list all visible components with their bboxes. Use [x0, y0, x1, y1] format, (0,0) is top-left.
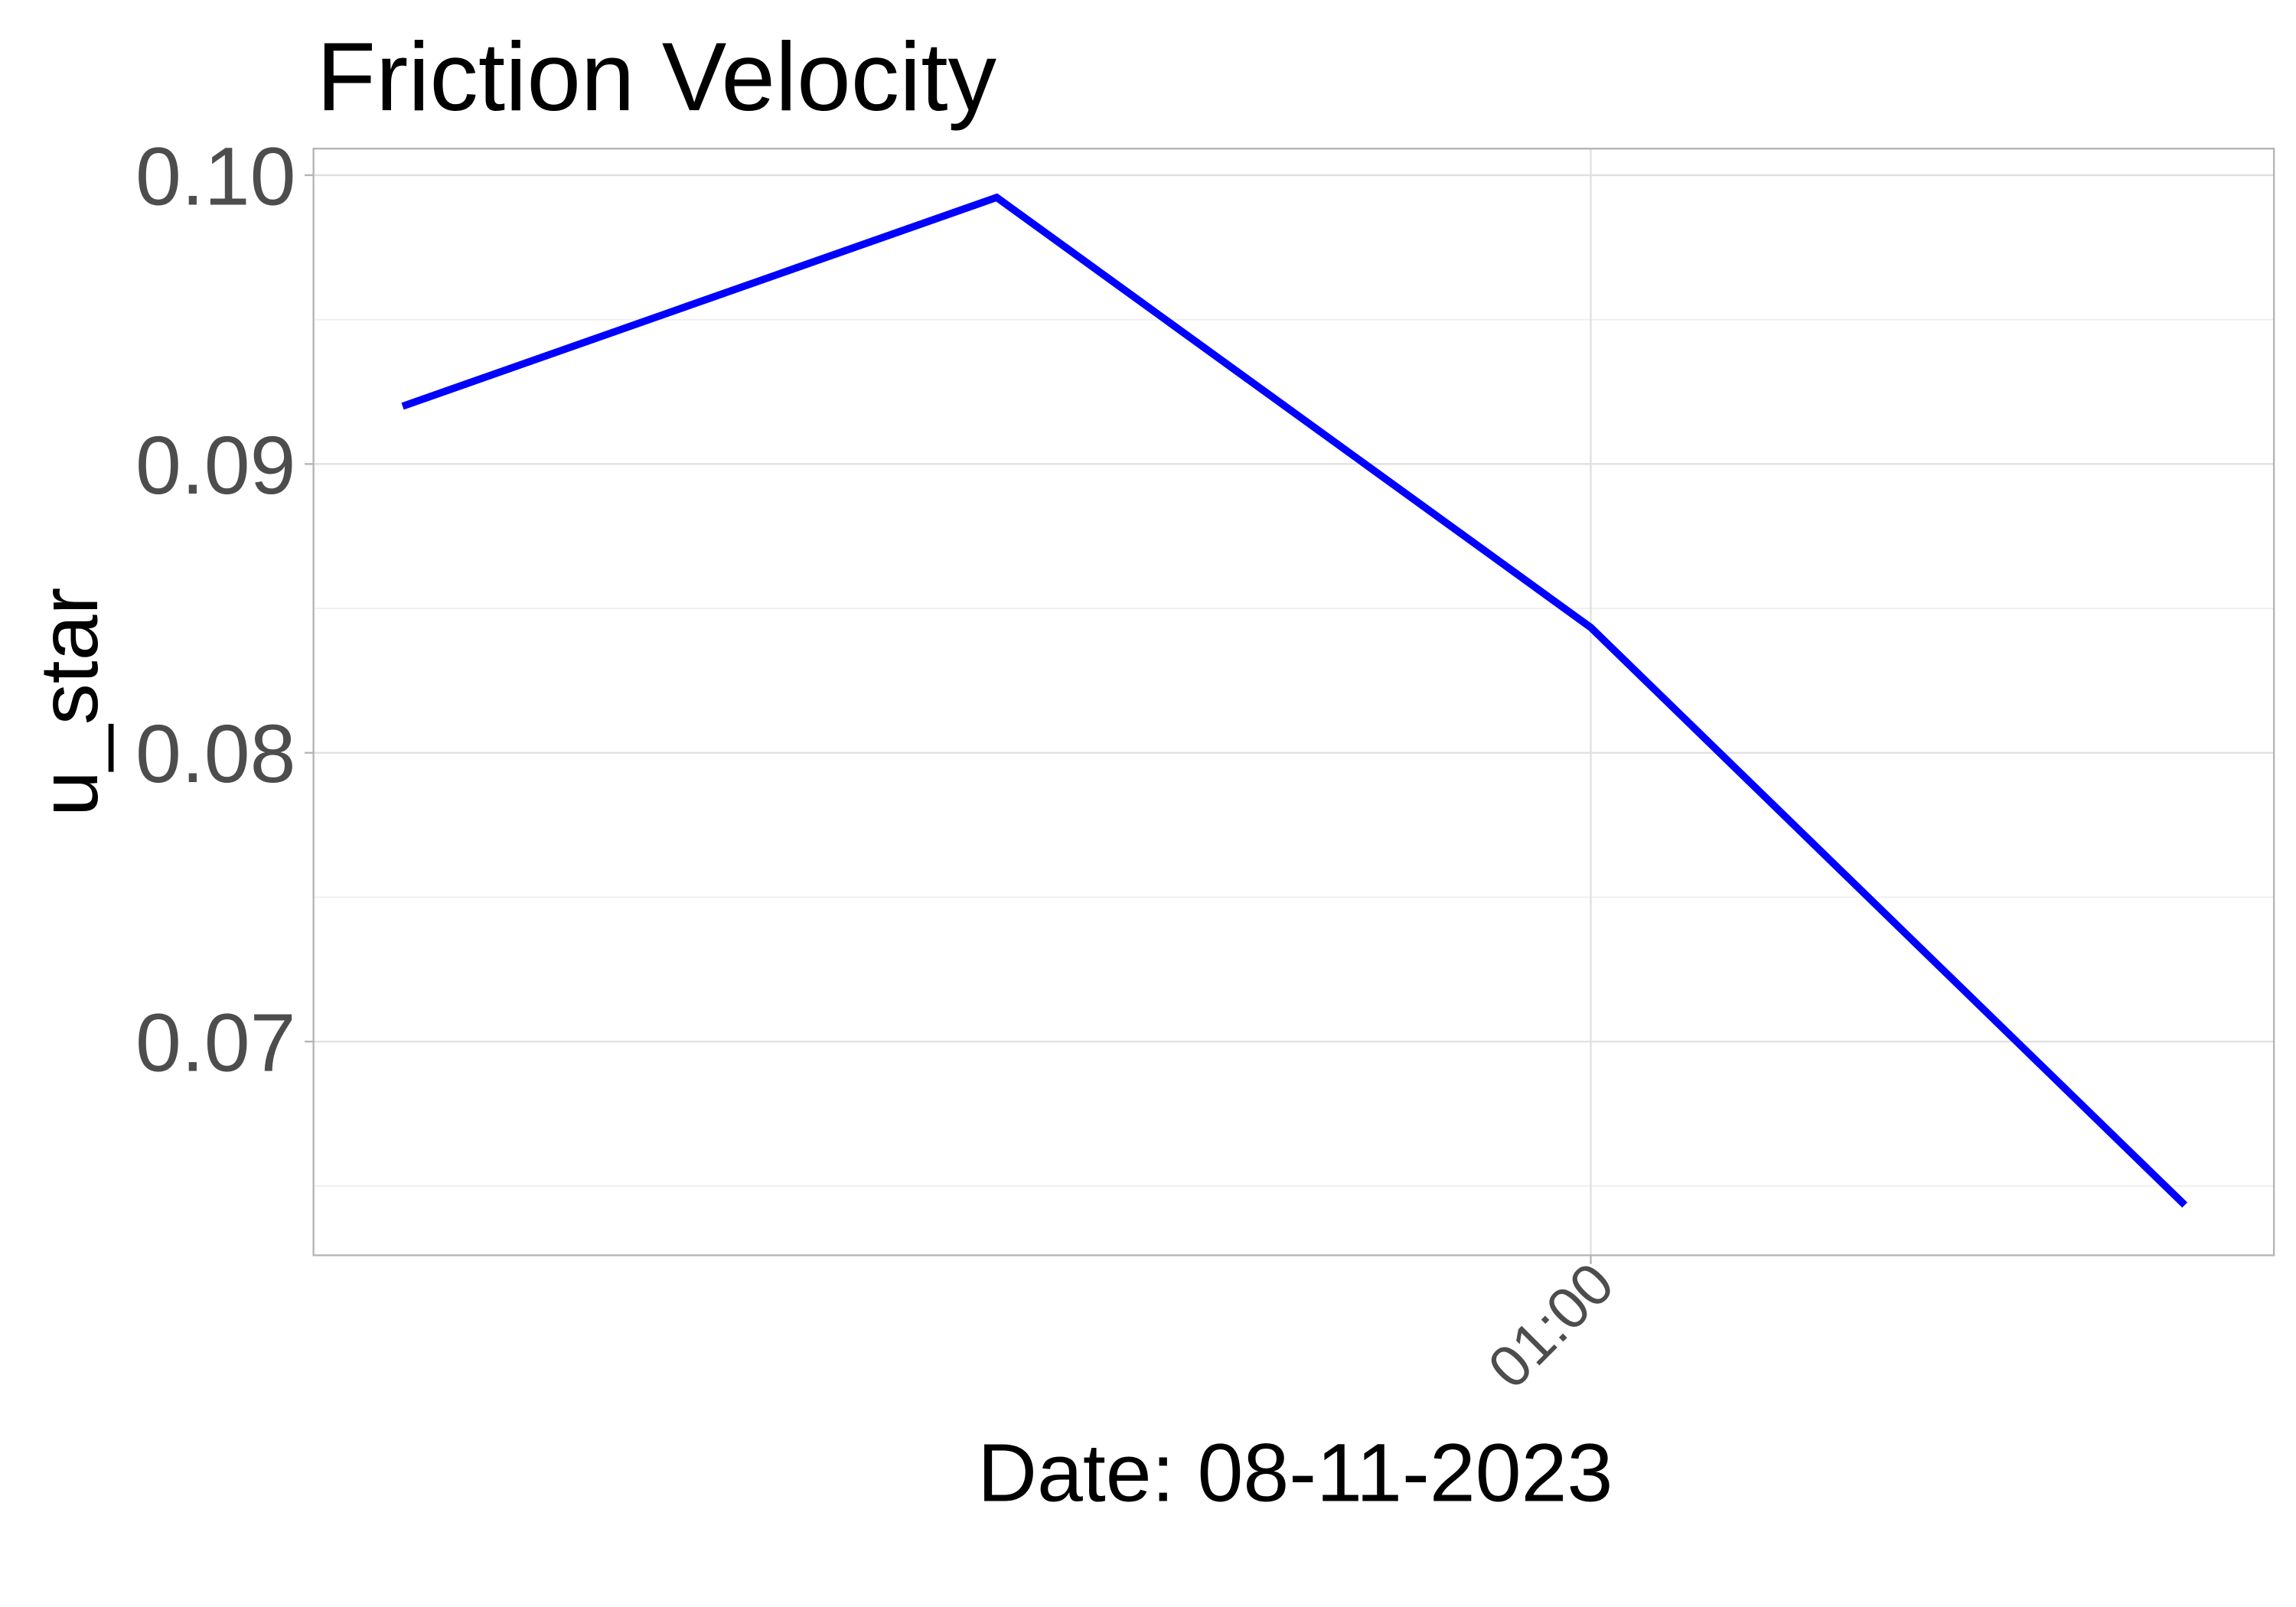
y-tick-label: 0.07: [135, 997, 296, 1089]
panel-border: [312, 148, 2275, 1257]
data-line: [401, 193, 2188, 1208]
y-tick-label: 0.09: [135, 419, 296, 511]
x-axis-title: Date: 08-11-2023: [977, 1427, 1613, 1519]
y-tick-label: 0.08: [135, 708, 296, 800]
y-tick-label: 0.10: [135, 130, 296, 222]
y-axis-title: u_star: [23, 588, 115, 817]
chart-title: Friction Velocity: [316, 22, 996, 131]
